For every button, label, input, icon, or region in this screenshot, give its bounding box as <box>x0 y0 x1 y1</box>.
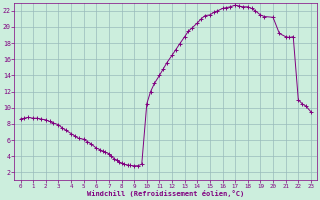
X-axis label: Windchill (Refroidissement éolien,°C): Windchill (Refroidissement éolien,°C) <box>87 190 244 197</box>
